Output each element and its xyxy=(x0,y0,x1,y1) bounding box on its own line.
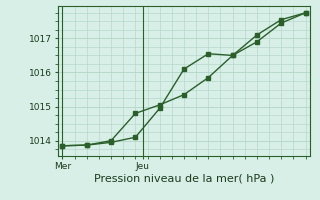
X-axis label: Pression niveau de la mer( hPa ): Pression niveau de la mer( hPa ) xyxy=(94,173,274,183)
